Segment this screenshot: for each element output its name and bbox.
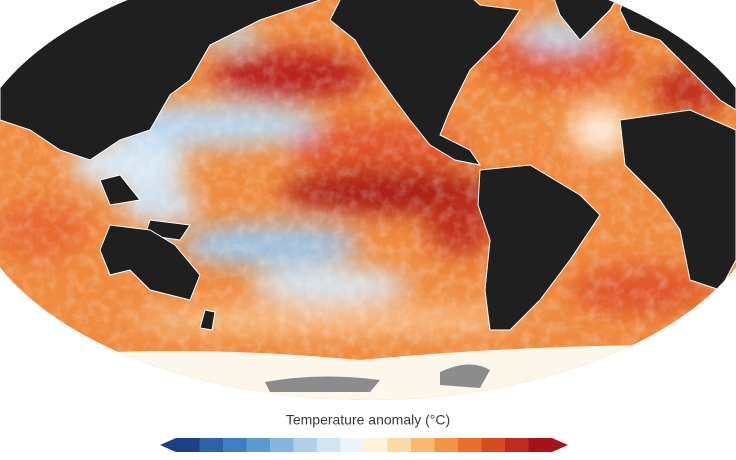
antarctica-land [265, 376, 380, 392]
colorbar-swatch [387, 438, 412, 452]
colorbar-swatch [364, 438, 388, 452]
colorbar-swatch [458, 438, 482, 452]
colorbar-swatch [505, 438, 529, 452]
colorbar [160, 438, 568, 452]
antarctica-land [440, 364, 490, 388]
africa [619, 109, 736, 291]
colorbar-swatch [528, 438, 553, 452]
colorbar-swatch [223, 438, 247, 452]
colorbar-swatch [481, 438, 506, 452]
colorbar-swatch [176, 438, 200, 452]
maritime-continent [99, 174, 141, 206]
colorbar-swatch [434, 438, 459, 452]
colorbar-arrow-low [160, 438, 176, 452]
colorbar-swatch [293, 438, 318, 452]
greenland [539, 0, 641, 41]
colorbar-swatch [270, 438, 294, 452]
colorbar-title: Temperature anomaly (°C) [286, 412, 450, 428]
colorbar-swatch [246, 438, 271, 452]
colorbar-swatch [199, 438, 224, 452]
australia [99, 224, 201, 301]
south-america [477, 164, 601, 331]
colorbar-arrow-high [552, 438, 568, 452]
colorbar-swatch [317, 438, 341, 452]
ocean-field [0, 0, 736, 400]
colorbar-swatch [340, 438, 365, 452]
new-zealand [199, 309, 216, 331]
north-america [329, 0, 521, 166]
colorbar-swatch [411, 438, 435, 452]
map [0, 0, 736, 400]
